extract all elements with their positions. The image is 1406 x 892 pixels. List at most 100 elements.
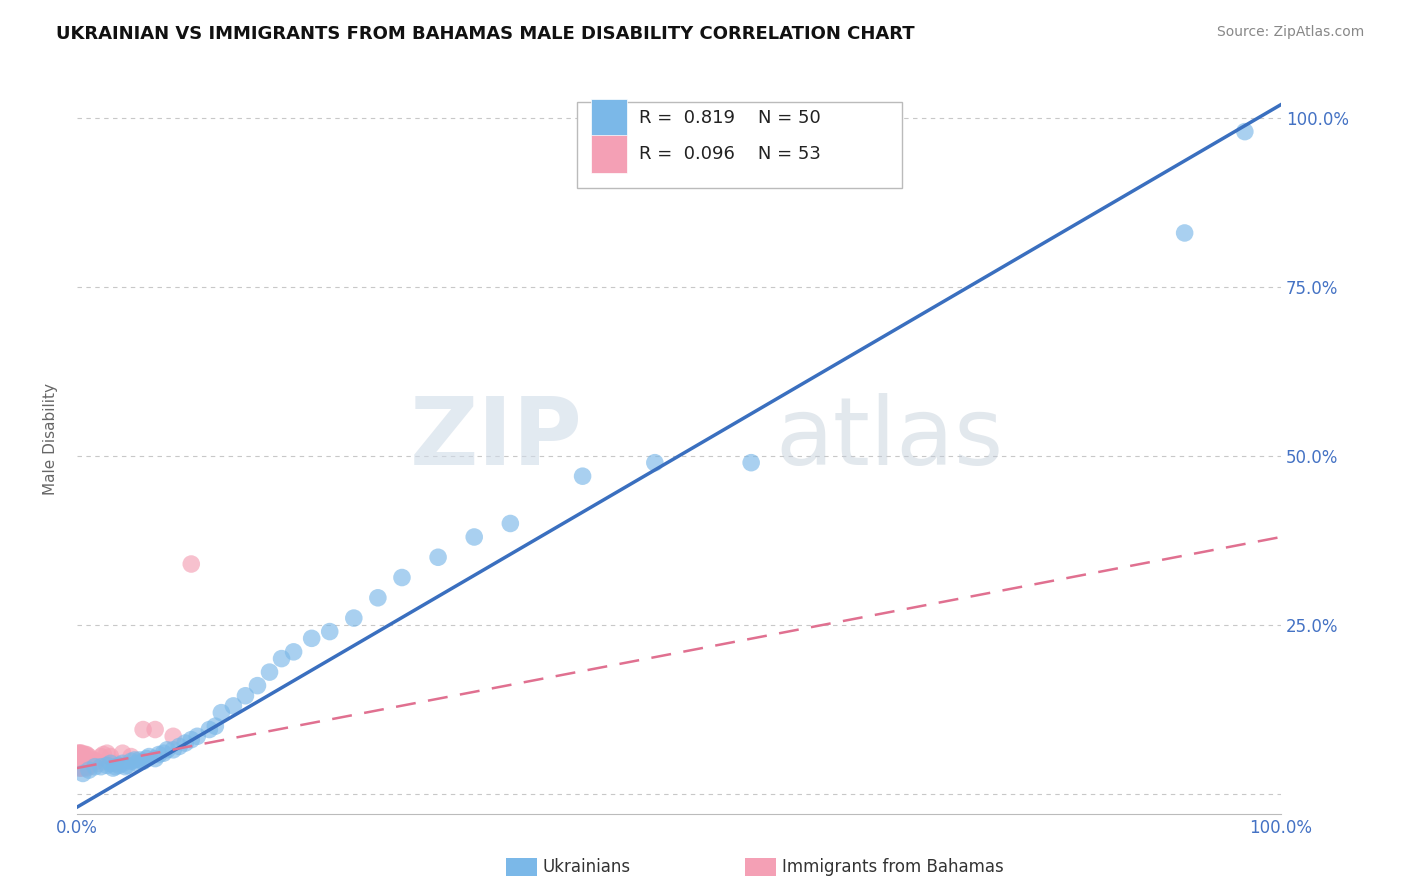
Point: [72, 747, 94, 762]
Point: [76, 761, 98, 775]
Point: [283, 645, 305, 659]
Point: [75, 760, 97, 774]
Point: [77, 763, 100, 777]
Point: [148, 747, 170, 762]
Point: [644, 456, 666, 470]
Point: [75, 754, 97, 768]
Point: [740, 456, 762, 470]
Point: [70, 749, 93, 764]
Point: [301, 632, 323, 646]
Point: [84, 754, 107, 768]
Point: [174, 736, 197, 750]
Point: [108, 758, 131, 772]
Point: [75, 747, 97, 762]
Point: [138, 749, 160, 764]
Point: [167, 739, 190, 754]
Point: [270, 651, 292, 665]
Point: [125, 756, 148, 771]
Point: [259, 665, 281, 679]
Point: [69, 758, 91, 772]
Point: [70, 760, 93, 774]
Text: ZIP: ZIP: [409, 393, 582, 485]
Point: [117, 758, 139, 772]
Point: [235, 689, 257, 703]
Point: [222, 698, 245, 713]
Point: [571, 469, 593, 483]
Point: [96, 758, 118, 772]
Point: [246, 679, 269, 693]
Point: [69, 754, 91, 768]
Point: [76, 756, 98, 771]
Point: [73, 756, 96, 771]
Point: [93, 747, 115, 762]
Point: [67, 753, 90, 767]
Point: [152, 746, 174, 760]
Text: Source: ZipAtlas.com: Source: ZipAtlas.com: [1216, 25, 1364, 39]
Point: [72, 751, 94, 765]
Point: [67, 751, 90, 765]
Point: [76, 747, 98, 762]
Point: [69, 751, 91, 765]
Text: atlas: atlas: [775, 393, 1004, 485]
Point: [186, 729, 208, 743]
Point: [90, 760, 112, 774]
Point: [104, 760, 127, 774]
Point: [83, 753, 105, 767]
Point: [204, 719, 226, 733]
Point: [100, 756, 122, 771]
Point: [80, 756, 103, 771]
Point: [87, 756, 110, 771]
Point: [128, 753, 150, 767]
Point: [132, 723, 155, 737]
Point: [111, 746, 134, 760]
Point: [319, 624, 342, 639]
Point: [367, 591, 389, 605]
FancyBboxPatch shape: [591, 99, 627, 136]
Point: [67, 754, 90, 768]
Point: [132, 754, 155, 768]
Point: [1174, 226, 1197, 240]
Point: [70, 753, 93, 767]
Text: UKRAINIAN VS IMMIGRANTS FROM BAHAMAS MALE DISABILITY CORRELATION CHART: UKRAINIAN VS IMMIGRANTS FROM BAHAMAS MAL…: [56, 25, 915, 43]
Point: [69, 761, 91, 775]
Point: [69, 749, 91, 764]
Point: [70, 756, 93, 771]
Point: [120, 749, 142, 764]
Point: [391, 570, 413, 584]
Y-axis label: Male Disability: Male Disability: [44, 383, 58, 495]
Text: Immigrants from Bahamas: Immigrants from Bahamas: [782, 858, 1004, 876]
Point: [427, 550, 450, 565]
Point: [156, 743, 179, 757]
Point: [162, 729, 184, 743]
Point: [72, 766, 94, 780]
Point: [67, 760, 90, 774]
Point: [180, 732, 202, 747]
Point: [111, 756, 134, 771]
Point: [120, 754, 142, 768]
FancyBboxPatch shape: [591, 136, 627, 173]
Point: [69, 746, 91, 760]
Point: [67, 756, 90, 771]
Point: [1233, 125, 1256, 139]
Point: [67, 749, 90, 764]
Text: R =  0.096    N = 53: R = 0.096 N = 53: [640, 145, 821, 163]
Point: [135, 751, 157, 765]
Point: [73, 749, 96, 764]
Point: [343, 611, 366, 625]
Point: [499, 516, 522, 531]
Point: [77, 760, 100, 774]
Point: [114, 760, 136, 774]
Point: [67, 746, 90, 760]
Point: [72, 754, 94, 768]
Point: [463, 530, 485, 544]
Point: [72, 758, 94, 772]
FancyBboxPatch shape: [576, 102, 901, 188]
Text: Ukrainians: Ukrainians: [543, 858, 631, 876]
Point: [198, 723, 221, 737]
Point: [143, 723, 166, 737]
Point: [180, 557, 202, 571]
Point: [72, 761, 94, 775]
Point: [84, 760, 107, 774]
Point: [67, 758, 90, 772]
Point: [90, 749, 112, 764]
